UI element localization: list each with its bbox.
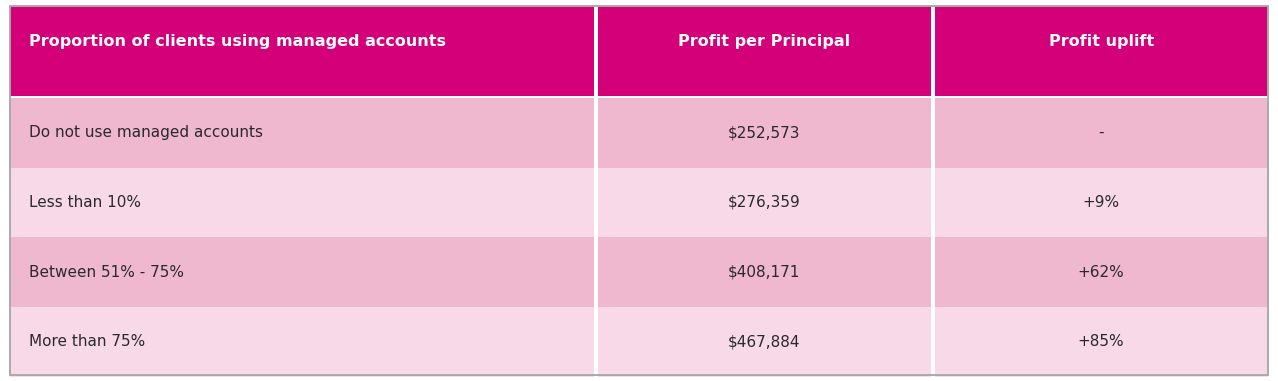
Bar: [934, 307, 1268, 377]
Bar: [934, 237, 1268, 307]
Bar: [10, 6, 594, 96]
Text: $408,171: $408,171: [728, 265, 800, 280]
Bar: [10, 168, 1268, 169]
Text: $276,359: $276,359: [727, 195, 800, 210]
Bar: [598, 98, 930, 168]
Text: +85%: +85%: [1077, 335, 1125, 349]
Text: Do not use managed accounts: Do not use managed accounts: [29, 125, 263, 140]
Bar: [10, 237, 594, 307]
Text: Profit per Principal: Profit per Principal: [679, 34, 850, 50]
Text: +9%: +9%: [1082, 195, 1120, 210]
Bar: [10, 168, 594, 237]
Text: Less than 10%: Less than 10%: [29, 195, 142, 210]
Bar: [934, 98, 1268, 168]
Text: +62%: +62%: [1077, 265, 1125, 280]
Bar: [598, 307, 930, 377]
Text: $252,573: $252,573: [728, 125, 800, 140]
Bar: [598, 168, 930, 237]
Text: $467,884: $467,884: [728, 335, 800, 349]
Bar: [10, 96, 1268, 98]
Bar: [594, 6, 598, 375]
Text: More than 75%: More than 75%: [29, 335, 146, 349]
Text: Profit uplift: Profit uplift: [1048, 34, 1154, 50]
Text: Proportion of clients using managed accounts: Proportion of clients using managed acco…: [29, 34, 446, 50]
Bar: [10, 307, 594, 377]
Bar: [930, 6, 934, 375]
Text: Between 51% - 75%: Between 51% - 75%: [29, 265, 184, 280]
Bar: [934, 6, 1268, 96]
Bar: [10, 307, 1268, 309]
Bar: [934, 168, 1268, 237]
Text: -: -: [1098, 125, 1104, 140]
Bar: [10, 98, 594, 168]
Bar: [10, 237, 1268, 239]
Bar: [598, 237, 930, 307]
Bar: [598, 6, 930, 96]
